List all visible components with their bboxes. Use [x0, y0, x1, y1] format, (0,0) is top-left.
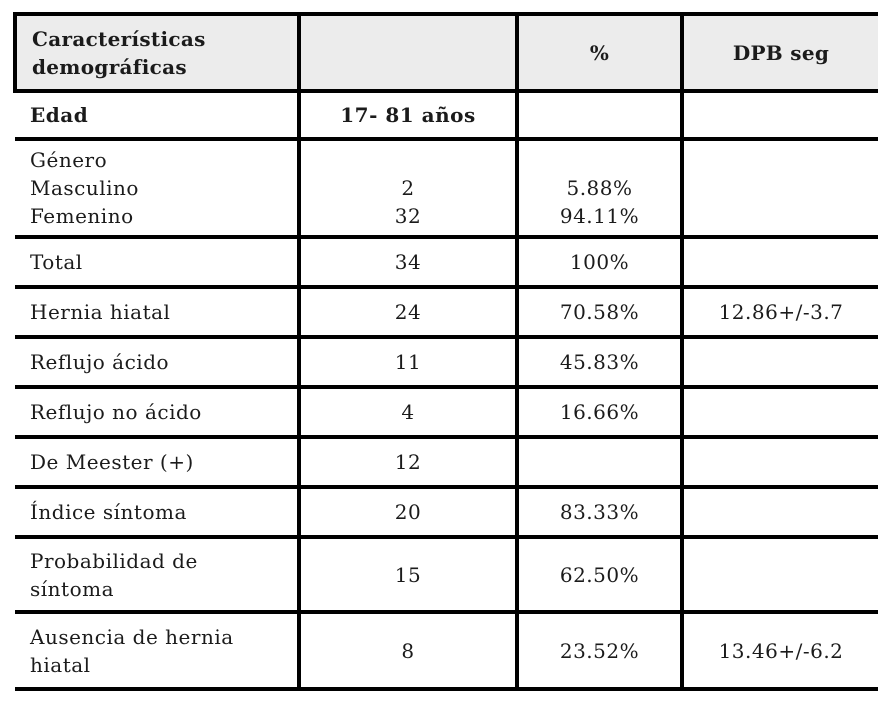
label-cell: Edad — [15, 91, 301, 141]
table-header-row: Características demográficas % DPB seg — [13, 12, 878, 93]
dpb-cell — [682, 337, 878, 389]
dpb-cell — [682, 537, 878, 614]
dpb-cell — [682, 91, 878, 141]
table-row-de-meester: De Meester (+) 12 — [15, 437, 878, 489]
dpb-cell — [682, 237, 878, 289]
percent-cell — [517, 91, 684, 141]
percent-cell: 16.66% — [517, 387, 684, 439]
table-row-edad: Edad 17- 81 años — [15, 91, 878, 141]
table-row-genero: Género Masculino Femenino 2 32 5.88% 94.… — [15, 139, 878, 239]
col-header-count-empty — [299, 12, 519, 93]
dpb-cell: 13.46+/-6.2 — [682, 612, 878, 691]
percent-cell: 23.52% — [517, 612, 684, 691]
label-cell: Índice síntoma — [15, 487, 301, 539]
count-cell: 15 — [299, 537, 519, 614]
col-header-dpb-seg: DPB seg — [682, 12, 878, 93]
count-cell: 24 — [299, 287, 519, 339]
table-row-ausencia-hernia: Ausencia de hernia hiatal 8 23.52% 13.46… — [15, 612, 878, 691]
percent-cell: 100% — [517, 237, 684, 289]
demographics-table: Características demográficas % DPB seg E… — [13, 12, 878, 691]
col-header-percent: % — [517, 12, 684, 93]
count-cell: 12 — [299, 437, 519, 489]
count-cell: 2 32 — [299, 139, 519, 239]
label-cell: Total — [15, 237, 301, 289]
count-cell: 34 — [299, 237, 519, 289]
dpb-cell: 12.86+/-3.7 — [682, 287, 878, 339]
table-row-total: Total 34 100% — [15, 237, 878, 289]
count-cell: 20 — [299, 487, 519, 539]
dpb-cell — [682, 487, 878, 539]
table-row-probabilidad-sintoma: Probabilidad de síntoma 15 62.50% — [15, 537, 878, 614]
count-cell: 4 — [299, 387, 519, 439]
dpb-cell — [682, 437, 878, 489]
percent-cell — [517, 437, 684, 489]
table-row-indice-sintoma: Índice síntoma 20 83.33% — [15, 487, 878, 539]
col-header-characteristics: Características demográficas — [13, 12, 301, 93]
label-cell: De Meester (+) — [15, 437, 301, 489]
label-cell: Reflujo no ácido — [15, 387, 301, 439]
label-cell: Hernia hiatal — [15, 287, 301, 339]
label-cell: Reflujo ácido — [15, 337, 301, 389]
count-cell: 8 — [299, 612, 519, 691]
percent-cell: 45.83% — [517, 337, 684, 389]
percent-cell: 62.50% — [517, 537, 684, 614]
dpb-cell — [682, 139, 878, 239]
label-cell: Género Masculino Femenino — [15, 139, 301, 239]
percent-cell: 83.33% — [517, 487, 684, 539]
table-row-hernia-hiatal: Hernia hiatal 24 70.58% 12.86+/-3.7 — [15, 287, 878, 339]
label-cell: Ausencia de hernia hiatal — [15, 612, 301, 691]
table-row-reflujo-no-acido: Reflujo no ácido 4 16.66% — [15, 387, 878, 439]
percent-cell: 5.88% 94.11% — [517, 139, 684, 239]
count-cell: 17- 81 años — [299, 91, 519, 141]
label-cell: Probabilidad de síntoma — [15, 537, 301, 614]
count-cell: 11 — [299, 337, 519, 389]
table-row-reflujo-acido: Reflujo ácido 11 45.83% — [15, 337, 878, 389]
dpb-cell — [682, 387, 878, 439]
percent-cell: 70.58% — [517, 287, 684, 339]
